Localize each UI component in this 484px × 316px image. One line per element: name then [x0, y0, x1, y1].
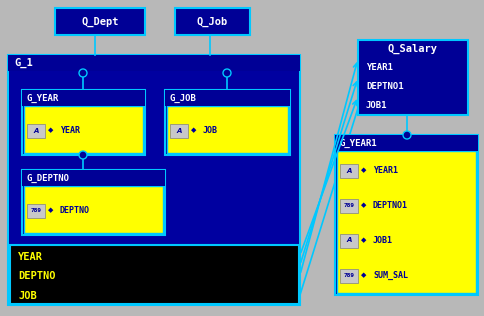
Bar	[336, 151, 475, 293]
Bar	[357, 40, 467, 115]
Circle shape	[223, 69, 230, 77]
Text: ◆: ◆	[48, 208, 54, 214]
Text: Q_Salary: Q_Salary	[387, 44, 437, 54]
Text: JOB1: JOB1	[372, 236, 392, 245]
Text: JOB: JOB	[203, 126, 217, 135]
Bar	[165, 90, 289, 106]
Bar	[55, 8, 145, 35]
Bar	[334, 135, 477, 151]
Text: G_1: G_1	[14, 58, 33, 68]
Bar	[175, 8, 249, 35]
Bar	[10, 71, 297, 303]
Text: YEAR: YEAR	[18, 252, 43, 262]
Text: DEPTNO1: DEPTNO1	[372, 201, 407, 210]
Text: ◆: ◆	[191, 127, 197, 133]
Bar	[339, 198, 357, 212]
Text: 789: 789	[343, 203, 354, 208]
Text: JOB: JOB	[18, 291, 37, 301]
Bar	[10, 245, 298, 304]
Text: ◆: ◆	[361, 203, 366, 209]
Bar	[170, 124, 188, 137]
Bar	[8, 55, 300, 305]
Circle shape	[402, 131, 410, 139]
Text: G_YEAR1: G_YEAR1	[339, 138, 377, 148]
Text: ◆: ◆	[361, 272, 366, 278]
Text: DEPTNO1: DEPTNO1	[365, 82, 403, 91]
Text: ◆: ◆	[361, 167, 366, 173]
Bar	[24, 106, 143, 153]
Bar	[339, 269, 357, 283]
Text: 789: 789	[343, 273, 354, 278]
Text: G_DEPTNO: G_DEPTNO	[27, 173, 70, 183]
Bar	[27, 124, 45, 137]
Text: YEAR1: YEAR1	[372, 166, 397, 175]
Text: A: A	[346, 167, 351, 173]
Circle shape	[79, 151, 87, 159]
Text: DEPTNO: DEPTNO	[60, 206, 90, 215]
Text: A: A	[176, 127, 182, 133]
Text: YEAR1: YEAR1	[365, 63, 392, 72]
Text: A: A	[346, 238, 351, 244]
Text: A: A	[33, 127, 39, 133]
Text: Q_Job: Q_Job	[197, 16, 227, 27]
Text: DEPTNO: DEPTNO	[18, 271, 55, 282]
Text: SUM_SAL: SUM_SAL	[372, 271, 407, 280]
Bar	[8, 55, 300, 71]
Bar	[166, 106, 287, 153]
Text: G_JOB: G_JOB	[170, 94, 197, 103]
Text: ◆: ◆	[361, 238, 366, 244]
Bar	[22, 170, 165, 235]
Bar	[22, 170, 165, 186]
Bar	[22, 90, 145, 106]
Bar	[24, 186, 163, 233]
Circle shape	[79, 69, 87, 77]
Bar	[27, 204, 45, 217]
Text: JOB1: JOB1	[365, 101, 387, 110]
Bar	[339, 234, 357, 247]
Text: 789: 789	[30, 208, 42, 213]
Bar	[339, 163, 357, 178]
Bar	[22, 90, 145, 155]
Text: YEAR: YEAR	[60, 126, 80, 135]
Text: G_YEAR: G_YEAR	[27, 94, 59, 103]
Bar	[334, 135, 477, 295]
Text: Q_Dept: Q_Dept	[81, 16, 119, 27]
Text: ◆: ◆	[48, 127, 54, 133]
Bar	[165, 90, 289, 155]
